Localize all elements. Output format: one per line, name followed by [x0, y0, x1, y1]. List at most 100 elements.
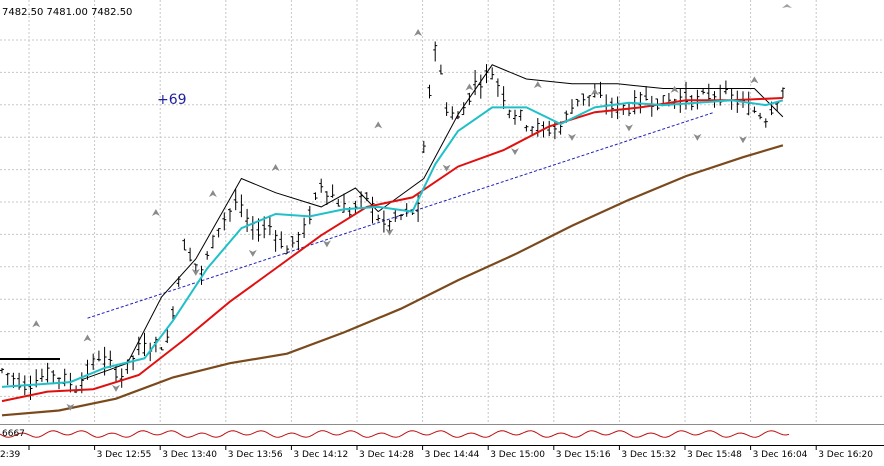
price-bar — [0, 368, 4, 374]
price-bar — [210, 235, 215, 249]
price-bar — [96, 350, 101, 362]
time-tick-label: 3 Dec 13:40 — [162, 450, 217, 460]
fractal-down-marker — [66, 403, 75, 411]
price-bar — [364, 192, 369, 202]
price-bar — [723, 80, 728, 95]
price-bar — [495, 78, 500, 97]
price-bar — [575, 98, 580, 107]
price-bar — [780, 87, 785, 99]
price-bar — [285, 245, 289, 255]
price-bar — [307, 206, 312, 225]
price-bar — [507, 109, 512, 119]
price-bar — [524, 124, 529, 132]
price-bar — [336, 198, 341, 207]
price-bar — [530, 126, 535, 136]
price-bar — [39, 368, 44, 382]
fractal-up-marker — [151, 209, 160, 216]
fractal-down-marker — [385, 228, 394, 236]
fractal-down-marker — [511, 148, 519, 156]
price-bar — [319, 178, 324, 193]
time-tick-label: 3 Dec 16:04 — [753, 450, 808, 460]
price-bar — [91, 353, 96, 370]
fractal-down-marker — [442, 164, 451, 172]
pips-annotation: +69 — [157, 92, 187, 108]
price-bar — [5, 372, 10, 386]
price-bar — [182, 238, 187, 251]
chart-shift-marker[interactable] — [782, 4, 792, 8]
price-bar — [119, 368, 124, 388]
price-bar — [233, 189, 238, 211]
price-bar — [136, 336, 141, 356]
price-bar — [473, 69, 478, 96]
fractal-up-marker — [414, 29, 423, 37]
time-tick-label: 3 Dec 15:48 — [687, 450, 742, 460]
price-bar — [644, 86, 649, 101]
price-bar — [609, 97, 614, 119]
fractal-down-marker — [322, 240, 331, 248]
price-bar — [370, 196, 375, 224]
price-bar — [587, 95, 592, 107]
price-bar — [302, 217, 307, 239]
price-bar — [393, 209, 398, 222]
price-bar — [188, 247, 193, 262]
ema-long-line — [1, 144, 784, 417]
time-tick-label: 3 Dec 15:00 — [490, 450, 545, 460]
ema-fast-line — [1, 99, 784, 388]
price-bar — [490, 67, 495, 80]
price-bar — [518, 109, 523, 121]
price-bar — [433, 41, 438, 62]
price-bar — [330, 184, 335, 198]
price-bar — [114, 365, 118, 382]
price-bar — [684, 81, 688, 110]
oscillator-label: 6667 — [2, 429, 25, 439]
fractal-up-marker — [83, 334, 92, 342]
price-bar — [456, 111, 460, 120]
price-bar — [535, 118, 540, 137]
price-bar — [51, 370, 56, 385]
ohlc-readout: 7482.50 7481.00 7482.50 — [2, 7, 132, 18]
price-bar — [102, 346, 107, 376]
price-bar — [467, 92, 472, 105]
price-bar — [245, 208, 250, 232]
time-tick-label: 3 Dec 14:12 — [293, 450, 348, 460]
price-bar — [763, 118, 768, 128]
price-bar — [701, 88, 706, 95]
price-bar — [222, 212, 227, 231]
price-bar — [581, 93, 586, 106]
fractal-down-marker — [191, 268, 200, 276]
time-tick-label: 3 Dec 12:55 — [97, 450, 152, 460]
price-bar — [324, 191, 329, 206]
fractal-down-marker — [625, 124, 633, 132]
price-bar — [142, 332, 147, 357]
time-tick-label: 3 Dec 15:16 — [556, 450, 611, 460]
price-bar — [159, 347, 164, 351]
fractal-down-marker — [568, 133, 576, 141]
price-bar — [131, 355, 136, 371]
price-bar — [290, 236, 295, 248]
fractal-up-marker — [750, 76, 759, 84]
fractal-up-marker — [533, 81, 542, 89]
fractal-up-marker — [208, 190, 217, 198]
price-bar — [45, 362, 50, 383]
time-tick-label: 3 Dec 13:56 — [228, 450, 283, 460]
price-bar — [570, 99, 574, 114]
price-bar — [438, 64, 443, 75]
price-bar — [399, 213, 403, 221]
time-tick-label: 2:39 — [0, 450, 20, 460]
price-bar — [501, 86, 506, 110]
price-bar — [376, 214, 381, 222]
price-bar — [216, 228, 221, 238]
fractal-down-marker — [248, 249, 257, 257]
price-bar — [176, 276, 181, 287]
price-bar — [296, 231, 301, 251]
price-bar — [752, 106, 757, 114]
time-tick-label: 3 Dec 14:28 — [359, 450, 414, 460]
price-bar — [359, 191, 364, 208]
price-bar — [381, 210, 386, 233]
price-bar — [239, 194, 244, 218]
price-bar — [444, 102, 449, 116]
price-bar — [205, 251, 210, 260]
